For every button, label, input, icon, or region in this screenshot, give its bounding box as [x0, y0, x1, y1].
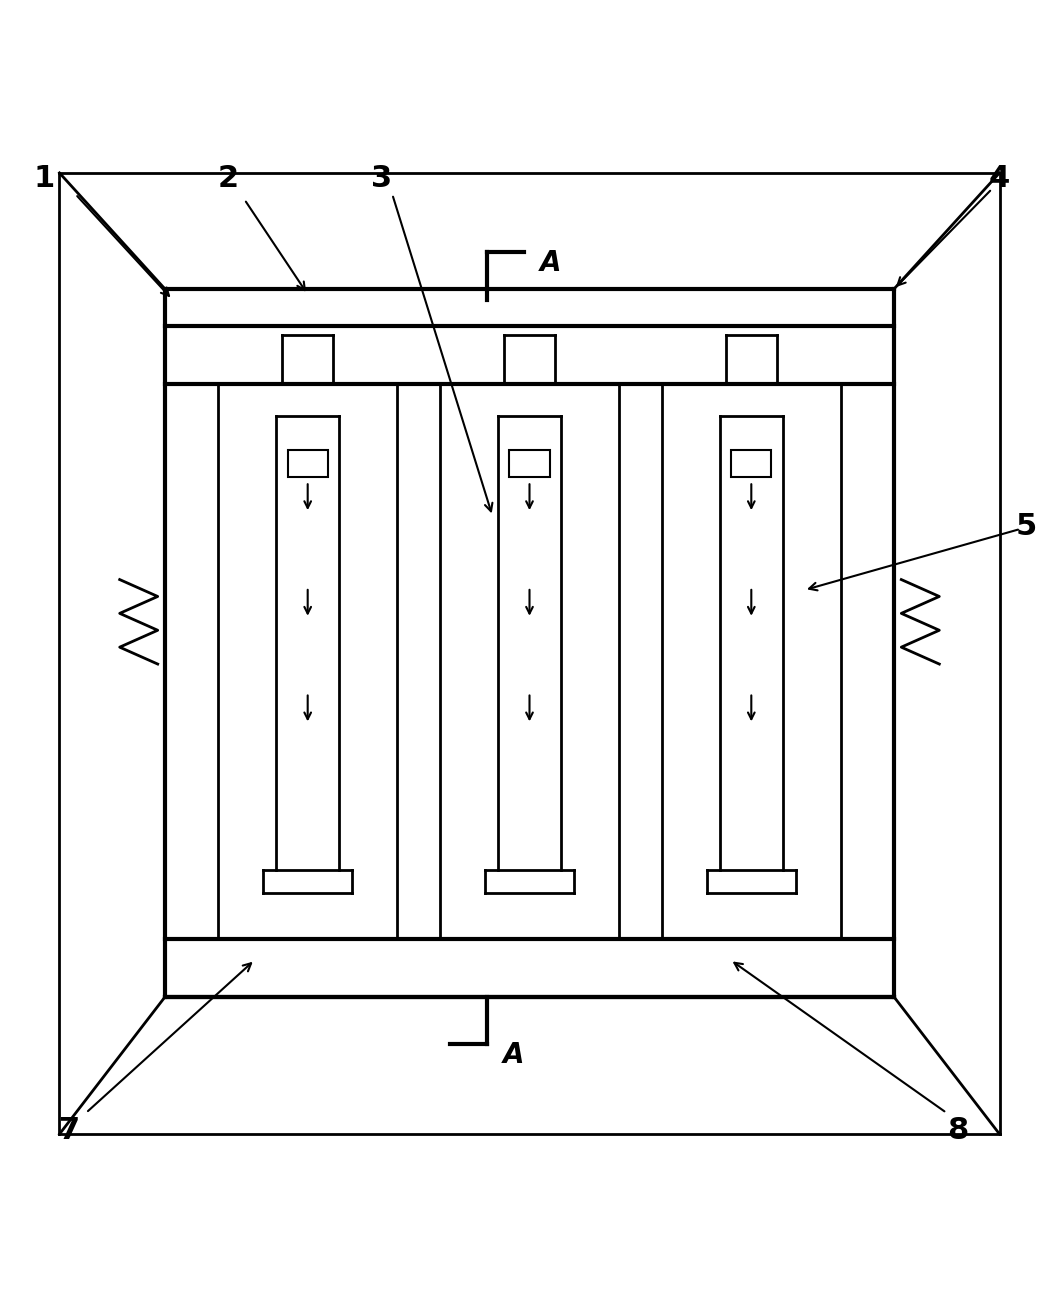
Bar	[726, 335, 776, 384]
Bar	[288, 450, 328, 477]
Text: 4: 4	[989, 163, 1010, 192]
Text: 5: 5	[1016, 512, 1037, 541]
Text: 8: 8	[947, 1116, 968, 1145]
Text: A: A	[503, 1040, 524, 1069]
Bar	[731, 450, 771, 477]
Text: 1: 1	[33, 163, 54, 192]
Text: 2: 2	[218, 163, 239, 192]
Text: 7: 7	[59, 1116, 80, 1145]
Text: 3: 3	[371, 163, 392, 192]
Bar	[283, 335, 333, 384]
Bar	[509, 450, 550, 477]
Bar	[504, 335, 555, 384]
Text: A: A	[540, 248, 561, 277]
